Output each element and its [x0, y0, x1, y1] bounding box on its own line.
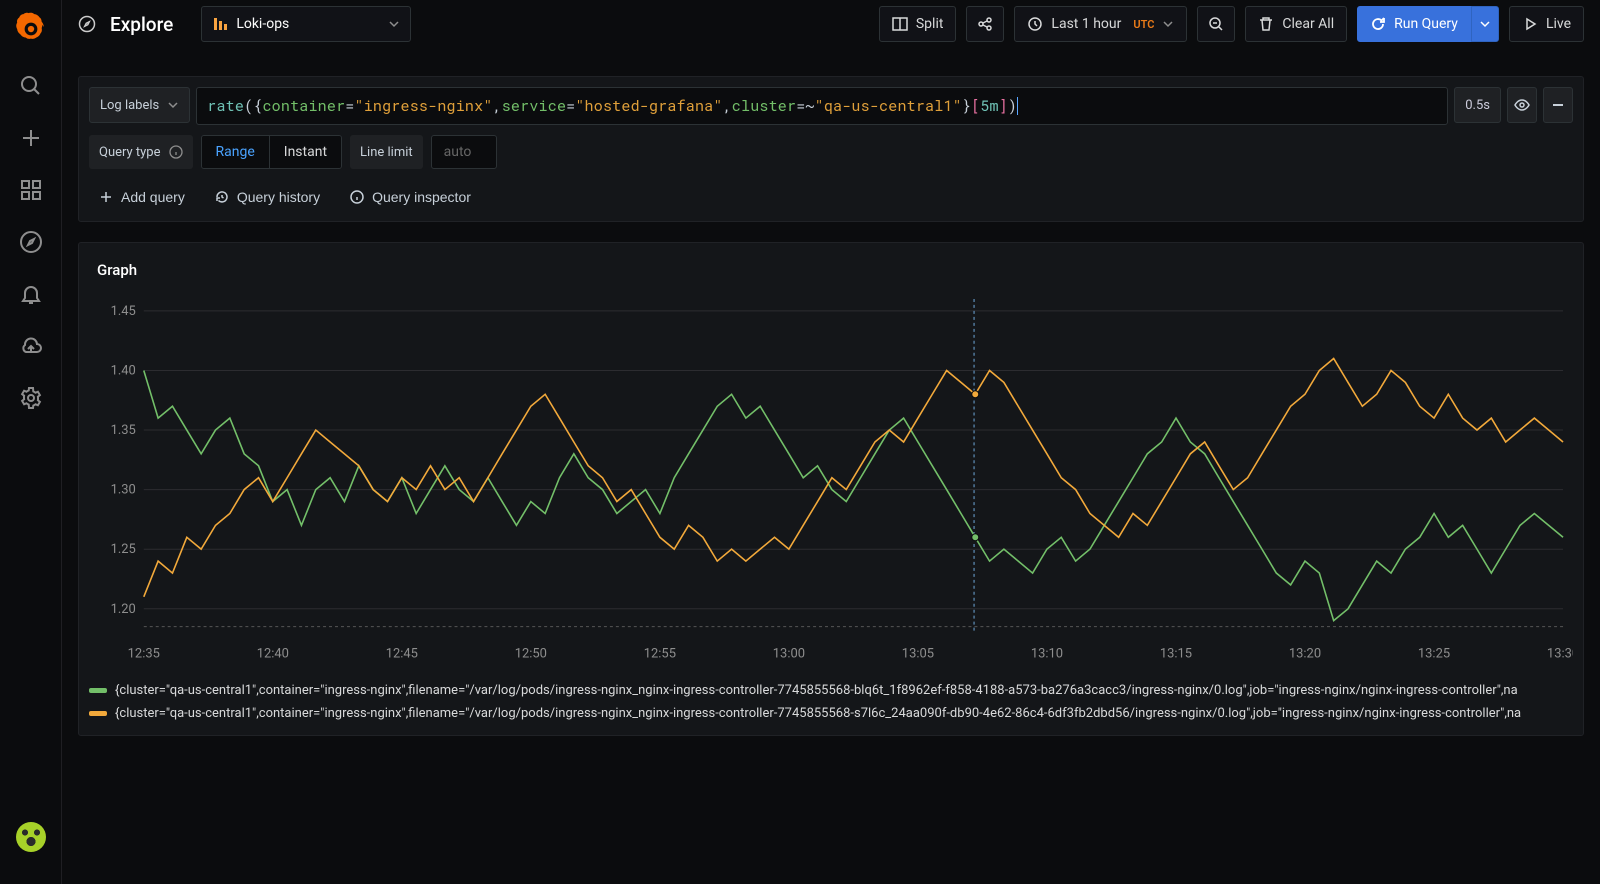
info-icon: [169, 145, 183, 159]
plus-icon: [99, 190, 113, 204]
legend-item-2[interactable]: {cluster="qa-us-central1",container="ing…: [89, 702, 1573, 725]
run-query-group: Run Query: [1357, 6, 1499, 42]
clear-all-label: Clear All: [1282, 16, 1334, 32]
svg-text:12:40: 12:40: [257, 647, 289, 662]
svg-text:1.40: 1.40: [111, 363, 136, 378]
svg-text:13:30: 13:30: [1547, 647, 1573, 662]
svg-text:1.25: 1.25: [111, 542, 136, 557]
legend-item-1[interactable]: {cluster="qa-us-central1",container="ing…: [89, 679, 1573, 702]
live-label: Live: [1546, 16, 1571, 32]
content: Log labels rate({container="ingress-ngin…: [62, 48, 1600, 884]
history-icon: [215, 190, 229, 204]
svg-text:13:10: 13:10: [1031, 647, 1063, 662]
svg-text:13:20: 13:20: [1289, 647, 1321, 662]
datasource-name: Loki-ops: [236, 16, 380, 32]
trash-icon: [1258, 16, 1274, 32]
explore-icon[interactable]: [19, 230, 43, 254]
plus-icon[interactable]: [19, 126, 43, 150]
search-icon[interactable]: [19, 74, 43, 98]
graph-title: Graph: [97, 261, 1573, 279]
loki-logo-icon: [212, 16, 228, 32]
eye-icon: [1514, 97, 1530, 113]
run-query-dropdown[interactable]: [1471, 6, 1499, 42]
graph-panel: Graph 1.45 1.40 1.35 1.30 1.25 1.20 12:35 12:40…: [78, 242, 1584, 736]
share-button[interactable]: [966, 6, 1004, 42]
query-input[interactable]: rate({container="ingress-nginx", service…: [196, 87, 1448, 125]
zoom-out-icon: [1208, 16, 1224, 32]
chevron-down-icon: [1479, 18, 1491, 30]
chevron-down-icon: [1162, 18, 1174, 30]
chart-svg: 1.45 1.40 1.35 1.30 1.25 1.20 12:35 12:40 12:45 1…: [89, 289, 1573, 667]
toggle-query-preview-button[interactable]: [1507, 87, 1537, 123]
query-panel: Log labels rate({container="ingress-ngin…: [78, 76, 1584, 222]
line-limit-input[interactable]: auto: [431, 135, 497, 169]
compass-icon: [78, 15, 96, 33]
sidebar: [0, 0, 62, 884]
query-type-instant[interactable]: Instant: [269, 136, 341, 168]
svg-text:1.45: 1.45: [111, 304, 136, 319]
gear-icon[interactable]: [19, 386, 43, 410]
page-title: Explore: [110, 13, 173, 36]
legend-label: {cluster="qa-us-central1",container="ing…: [115, 683, 1518, 698]
query-history-button[interactable]: Query history: [205, 183, 330, 211]
log-labels-text: Log labels: [100, 98, 159, 113]
grafana-logo-icon[interactable]: [14, 12, 48, 46]
live-button[interactable]: Live: [1509, 6, 1584, 42]
query-type-range[interactable]: Range: [202, 136, 269, 168]
time-tz-label: UTC: [1133, 18, 1154, 31]
alerting-icon[interactable]: [19, 282, 43, 306]
main: Explore Loki-ops Split Last 1 hour UTC C…: [62, 0, 1600, 884]
datasource-picker[interactable]: Loki-ops: [201, 6, 411, 42]
svg-text:13:05: 13:05: [902, 647, 934, 662]
exec-time: 0.5s: [1454, 87, 1501, 123]
query-inspector-button[interactable]: Query inspector: [340, 183, 481, 211]
query-type-label: Query type: [89, 135, 193, 169]
chevron-down-icon: [388, 18, 400, 30]
line-limit-label: Line limit: [350, 135, 423, 169]
remove-query-button[interactable]: [1543, 87, 1573, 123]
query-type-toggle: Range Instant: [201, 135, 343, 169]
time-range-picker[interactable]: Last 1 hour UTC: [1014, 6, 1187, 42]
legend: {cluster="qa-us-central1",container="ing…: [89, 679, 1573, 725]
svg-text:13:25: 13:25: [1418, 647, 1450, 662]
svg-text:12:50: 12:50: [515, 647, 547, 662]
svg-text:12:55: 12:55: [644, 647, 676, 662]
svg-text:1.20: 1.20: [111, 602, 136, 617]
split-icon: [892, 16, 908, 32]
svg-text:12:35: 12:35: [128, 647, 160, 662]
topbar: Explore Loki-ops Split Last 1 hour UTC C…: [62, 0, 1600, 48]
add-query-button[interactable]: Add query: [89, 183, 195, 211]
play-icon: [1522, 16, 1538, 32]
split-button[interactable]: Split: [879, 6, 957, 42]
log-labels-button[interactable]: Log labels: [89, 87, 190, 123]
clock-icon: [1027, 16, 1043, 32]
svg-text:1.35: 1.35: [111, 423, 136, 438]
run-query-label: Run Query: [1394, 16, 1458, 32]
share-icon: [977, 16, 993, 32]
svg-text:13:00: 13:00: [773, 647, 805, 662]
refresh-icon: [1370, 16, 1386, 32]
chart[interactable]: 1.45 1.40 1.35 1.30 1.25 1.20 12:35 12:40 12:45 1…: [89, 289, 1573, 671]
chevron-down-icon: [167, 99, 179, 111]
dashboards-icon[interactable]: [19, 178, 43, 202]
time-range-label: Last 1 hour: [1051, 16, 1121, 32]
cloud-icon[interactable]: [19, 334, 43, 358]
svg-text:12:45: 12:45: [386, 647, 418, 662]
legend-label: {cluster="qa-us-central1",container="ing…: [115, 706, 1521, 721]
inspector-icon: [350, 190, 364, 204]
legend-swatch: [89, 711, 107, 716]
user-avatar[interactable]: [16, 822, 46, 852]
zoom-out-button[interactable]: [1197, 6, 1235, 42]
svg-text:13:15: 13:15: [1160, 647, 1192, 662]
run-query-button[interactable]: Run Query: [1357, 6, 1471, 42]
split-label: Split: [916, 16, 944, 32]
minus-icon: [1550, 97, 1566, 113]
legend-swatch: [89, 688, 107, 693]
clear-all-button[interactable]: Clear All: [1245, 6, 1347, 42]
svg-text:1.30: 1.30: [111, 483, 136, 498]
